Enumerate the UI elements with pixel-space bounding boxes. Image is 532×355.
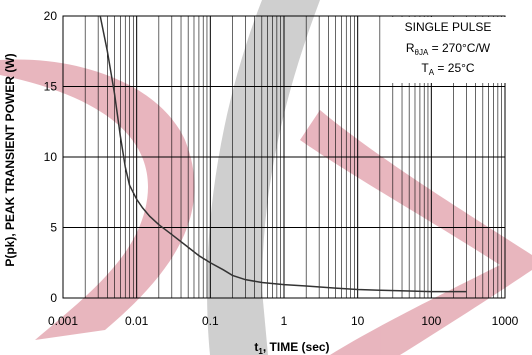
annotation-bg bbox=[388, 17, 508, 83]
y-axis-title: P(pk), PEAK TRANSIENT POWER (W) bbox=[3, 53, 17, 266]
x-tick-label: 0.001 bbox=[48, 314, 78, 328]
annotation-line1: SINGLE PULSE bbox=[405, 20, 492, 34]
watermark-gray-band bbox=[207, 0, 320, 355]
x-tick-label: 10 bbox=[351, 314, 365, 328]
y-tick-label: 5 bbox=[50, 221, 57, 235]
watermark-red-swoosh-left bbox=[0, 59, 195, 341]
annotation-line3: TA = 25°C bbox=[421, 61, 475, 77]
y-tick-label: 0 bbox=[50, 291, 57, 305]
annotation-box: SINGLE PULSE RθJA = 270°C/W TA = 25°C bbox=[388, 17, 508, 83]
y-tick-label: 10 bbox=[44, 150, 58, 164]
annotation-line2: RθJA = 270°C/W bbox=[406, 41, 491, 57]
plot-frame bbox=[62, 15, 506, 299]
x-tick-label: 100 bbox=[421, 314, 441, 328]
x-tick-label: 1 bbox=[281, 314, 288, 328]
x-tick-label: 0.1 bbox=[202, 314, 219, 328]
annotation-line3-main: T bbox=[421, 61, 429, 75]
annotation-line2-rest: = 270°C/W bbox=[428, 41, 490, 55]
chart-grid bbox=[62, 15, 506, 299]
y-tick-label: 20 bbox=[44, 9, 58, 23]
annotation-line2-main: R bbox=[406, 41, 415, 55]
x-tick-label: 0.01 bbox=[125, 314, 149, 328]
svg-text:t1, TIME (sec): t1, TIME (sec) bbox=[254, 340, 329, 355]
y-tick-label: 15 bbox=[44, 80, 58, 94]
annotation-line2-sub: θJA bbox=[415, 48, 429, 57]
x-axis-title: t1, TIME (sec) bbox=[254, 340, 329, 355]
series-line bbox=[99, 15, 467, 293]
x-axis-title-sub: 1 bbox=[258, 347, 263, 355]
x-axis-title-rest: , TIME (sec) bbox=[263, 340, 330, 354]
x-axis-title-main: t bbox=[254, 340, 258, 354]
chart-tick-labels: 0.001 0.01 0.1 1 10 100 1000 0 5 10 15 20 bbox=[44, 9, 519, 328]
annotation-line3-sub: A bbox=[429, 68, 435, 77]
x-tick-label: 1000 bbox=[492, 314, 519, 328]
annotation-line3-rest: = 25°C bbox=[434, 61, 475, 75]
chart-series bbox=[99, 15, 467, 293]
